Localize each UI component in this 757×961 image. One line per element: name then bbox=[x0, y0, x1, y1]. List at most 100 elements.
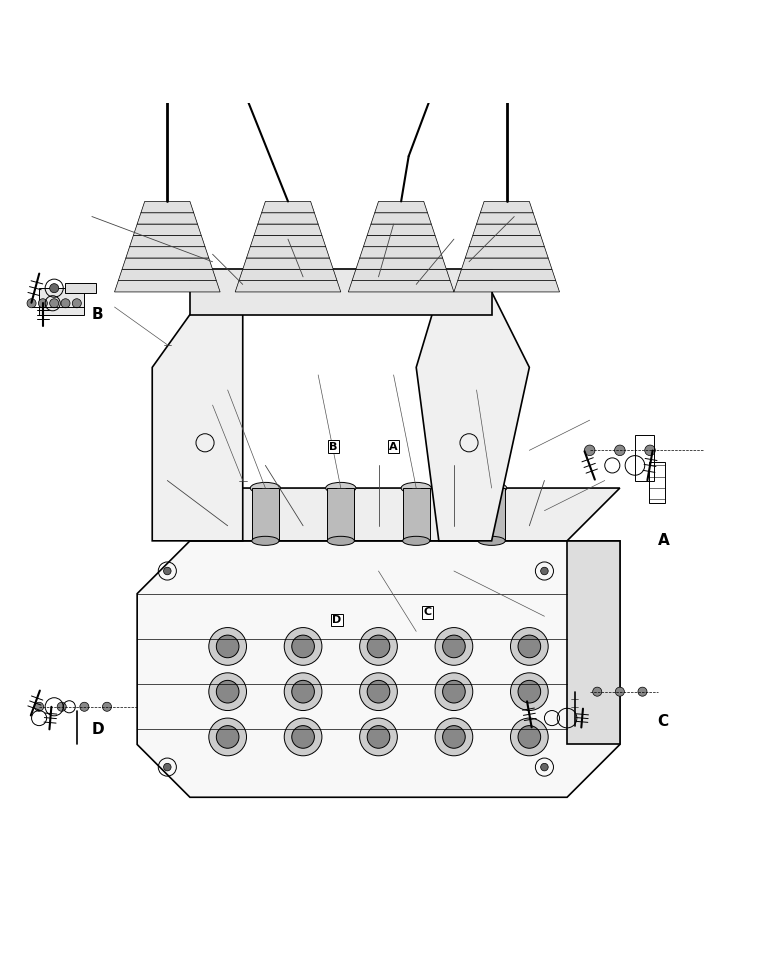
Circle shape bbox=[518, 726, 540, 749]
Circle shape bbox=[217, 680, 239, 703]
Circle shape bbox=[291, 635, 314, 657]
Polygon shape bbox=[118, 269, 217, 281]
Circle shape bbox=[284, 628, 322, 665]
Polygon shape bbox=[416, 292, 529, 541]
Circle shape bbox=[164, 567, 171, 575]
Ellipse shape bbox=[477, 482, 506, 494]
Ellipse shape bbox=[326, 482, 356, 494]
Circle shape bbox=[443, 635, 466, 657]
Polygon shape bbox=[129, 235, 205, 247]
Polygon shape bbox=[371, 212, 431, 224]
Polygon shape bbox=[367, 224, 435, 235]
Polygon shape bbox=[567, 541, 620, 745]
Circle shape bbox=[284, 673, 322, 710]
Circle shape bbox=[510, 718, 548, 755]
Circle shape bbox=[443, 726, 466, 749]
Polygon shape bbox=[190, 269, 491, 314]
Ellipse shape bbox=[252, 17, 271, 31]
Circle shape bbox=[367, 635, 390, 657]
Ellipse shape bbox=[401, 482, 431, 494]
Text: B: B bbox=[329, 441, 338, 452]
Circle shape bbox=[435, 718, 473, 755]
Bar bbox=[403, 488, 430, 541]
Text: B: B bbox=[92, 308, 104, 322]
Text: D: D bbox=[92, 722, 104, 737]
Circle shape bbox=[615, 687, 625, 696]
Circle shape bbox=[209, 628, 247, 665]
Polygon shape bbox=[363, 235, 439, 247]
Circle shape bbox=[209, 718, 247, 755]
Circle shape bbox=[284, 718, 322, 755]
Ellipse shape bbox=[327, 536, 354, 545]
Polygon shape bbox=[239, 269, 337, 281]
Circle shape bbox=[540, 763, 548, 771]
Circle shape bbox=[291, 680, 314, 703]
Circle shape bbox=[638, 687, 647, 696]
Polygon shape bbox=[454, 281, 559, 292]
Polygon shape bbox=[348, 281, 454, 292]
Circle shape bbox=[217, 726, 239, 749]
Bar bbox=[252, 488, 279, 541]
Polygon shape bbox=[466, 247, 548, 258]
Text: A: A bbox=[658, 533, 669, 549]
Ellipse shape bbox=[433, 23, 452, 37]
Polygon shape bbox=[458, 269, 556, 281]
Circle shape bbox=[39, 299, 48, 308]
Ellipse shape bbox=[252, 536, 279, 545]
Circle shape bbox=[443, 680, 466, 703]
Circle shape bbox=[518, 635, 540, 657]
Text: A: A bbox=[389, 441, 398, 452]
Polygon shape bbox=[141, 202, 194, 212]
Circle shape bbox=[367, 726, 390, 749]
Polygon shape bbox=[352, 269, 450, 281]
Circle shape bbox=[510, 628, 548, 665]
Polygon shape bbox=[243, 258, 333, 269]
Polygon shape bbox=[235, 281, 341, 292]
Circle shape bbox=[164, 763, 171, 771]
Polygon shape bbox=[114, 281, 220, 292]
Ellipse shape bbox=[251, 482, 280, 494]
Circle shape bbox=[217, 635, 239, 657]
Circle shape bbox=[360, 628, 397, 665]
Polygon shape bbox=[462, 258, 552, 269]
Polygon shape bbox=[262, 202, 314, 212]
Circle shape bbox=[584, 445, 595, 456]
Circle shape bbox=[367, 680, 390, 703]
Polygon shape bbox=[137, 541, 620, 798]
Polygon shape bbox=[122, 258, 213, 269]
Circle shape bbox=[35, 702, 44, 711]
Text: D: D bbox=[332, 615, 341, 625]
Text: C: C bbox=[423, 607, 431, 618]
Polygon shape bbox=[133, 224, 201, 235]
Polygon shape bbox=[190, 488, 620, 541]
Polygon shape bbox=[152, 292, 243, 541]
Bar bbox=[66, 283, 95, 293]
Circle shape bbox=[518, 680, 540, 703]
Polygon shape bbox=[247, 247, 329, 258]
Circle shape bbox=[72, 299, 81, 308]
Text: C: C bbox=[658, 714, 668, 729]
Bar bbox=[478, 488, 505, 541]
Bar bbox=[635, 435, 654, 480]
Circle shape bbox=[50, 299, 59, 308]
Circle shape bbox=[645, 445, 656, 456]
Circle shape bbox=[209, 673, 247, 710]
Circle shape bbox=[435, 628, 473, 665]
Polygon shape bbox=[481, 202, 533, 212]
Circle shape bbox=[79, 702, 89, 711]
Circle shape bbox=[102, 702, 111, 711]
Bar bbox=[327, 488, 354, 541]
Polygon shape bbox=[356, 258, 447, 269]
Circle shape bbox=[360, 718, 397, 755]
Circle shape bbox=[58, 702, 67, 711]
Ellipse shape bbox=[478, 536, 505, 545]
Polygon shape bbox=[360, 247, 443, 258]
Polygon shape bbox=[477, 212, 537, 224]
Circle shape bbox=[360, 673, 397, 710]
Circle shape bbox=[61, 299, 70, 308]
Circle shape bbox=[615, 445, 625, 456]
Circle shape bbox=[27, 299, 36, 308]
Bar bbox=[39, 288, 84, 314]
Polygon shape bbox=[254, 224, 322, 235]
Circle shape bbox=[510, 673, 548, 710]
